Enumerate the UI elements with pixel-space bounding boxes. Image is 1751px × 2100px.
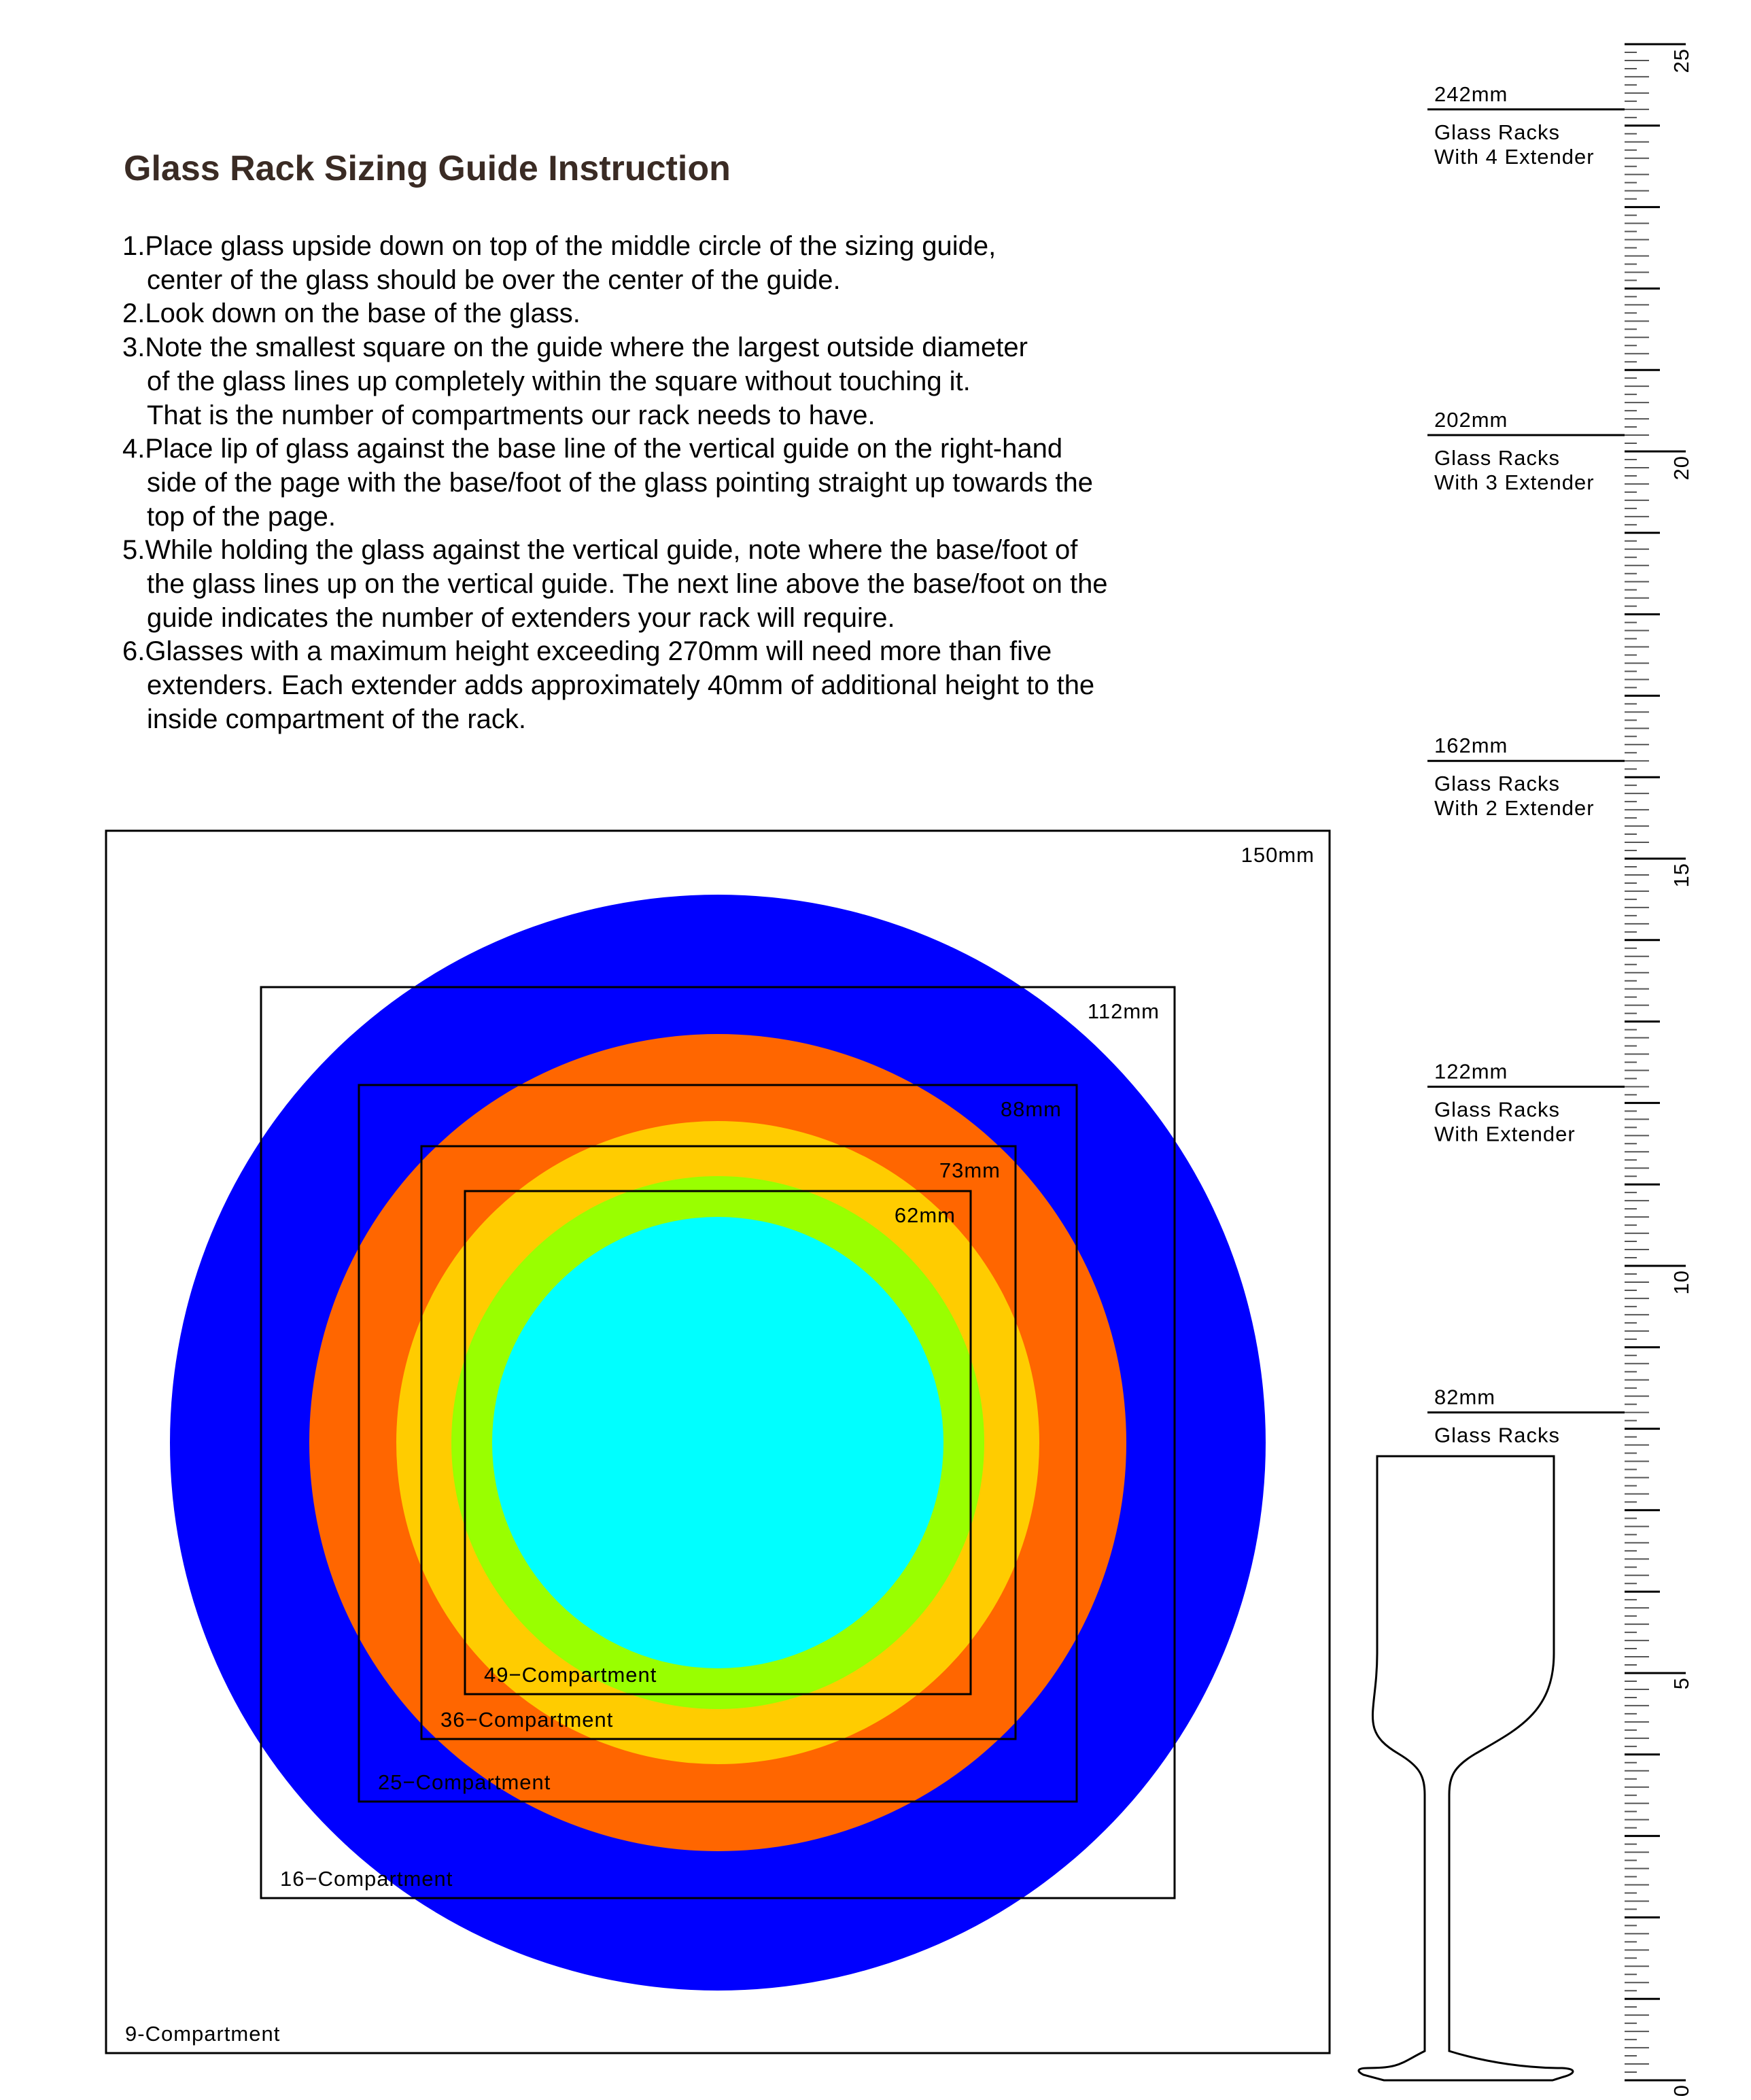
page-title: Glass Rack Sizing Guide Instruction bbox=[124, 149, 731, 188]
square-size-label: 88mm bbox=[1001, 1097, 1062, 1121]
instruction-step: 2.Look down on the base of the glass. bbox=[122, 297, 1108, 331]
compartment-square bbox=[464, 1190, 972, 1696]
compartment-square bbox=[260, 986, 1176, 1899]
compartment-square bbox=[420, 1145, 1017, 1740]
square-size-label: 150mm bbox=[1241, 843, 1315, 867]
instruction-line: 1.Place glass upside down on top of the … bbox=[122, 231, 996, 261]
compartment-square bbox=[358, 1084, 1078, 1803]
square-size-label: 112mm bbox=[1088, 999, 1160, 1023]
ruler-label: 0 bbox=[1669, 2084, 1693, 2097]
instruction-line: extenders. Each extender adds approximat… bbox=[147, 670, 1095, 701]
instruction-step: 4.Place lip of glass against the base li… bbox=[122, 432, 1108, 534]
square-size-label: 73mm bbox=[939, 1158, 1001, 1182]
height-mark-label: With 2 Extender bbox=[1434, 796, 1595, 820]
compartment-label: 16−Compartment bbox=[280, 1867, 453, 1891]
height-mark-label: With Extender bbox=[1434, 1122, 1576, 1146]
ruler-label: 5 bbox=[1669, 1677, 1693, 1689]
instruction-line: 4.Place lip of glass against the base li… bbox=[122, 434, 1063, 464]
instruction-line: center of the glass should be over the c… bbox=[147, 264, 841, 295]
wine-glass-icon bbox=[1357, 1455, 1574, 2082]
instructions-list: 1.Place glass upside down on top of the … bbox=[122, 230, 1108, 737]
instruction-step: 1.Place glass upside down on top of the … bbox=[122, 230, 1108, 297]
height-mark-label: With 3 Extender bbox=[1434, 470, 1595, 494]
instruction-line: 3.Note the smallest square on the guide … bbox=[122, 332, 1028, 363]
height-mark-value: 82mm bbox=[1434, 1385, 1495, 1409]
instruction-line: of the glass lines up completely within … bbox=[147, 366, 971, 396]
instruction-step: 6.Glasses with a maximum height exceedin… bbox=[122, 635, 1108, 736]
height-mark-value: 122mm bbox=[1434, 1059, 1508, 1083]
height-mark-label: Glass Racks bbox=[1434, 772, 1560, 795]
height-mark-label: Glass Racks bbox=[1434, 1097, 1560, 1121]
instruction-line: guide indicates the number of extenders … bbox=[147, 602, 895, 633]
guide-circle bbox=[492, 1217, 943, 1668]
instruction-line: side of the page with the base/foot of t… bbox=[147, 467, 1094, 498]
ruler-label: 20 bbox=[1669, 455, 1693, 480]
height-mark-value: 242mm bbox=[1434, 82, 1508, 106]
compartment-label: 36−Compartment bbox=[440, 1708, 613, 1732]
height-mark-label: With 4 Extender bbox=[1434, 145, 1595, 169]
instruction-line: 6.Glasses with a maximum height exceedin… bbox=[122, 636, 1052, 667]
ruler-label: 10 bbox=[1669, 1270, 1693, 1294]
height-mark-label: Glass Racks bbox=[1434, 446, 1560, 470]
height-mark-label: Glass Racks bbox=[1434, 120, 1560, 144]
square-size-label: 62mm bbox=[895, 1203, 956, 1227]
ruler-label: 15 bbox=[1669, 863, 1693, 887]
instruction-step: 3.Note the smallest square on the guide … bbox=[122, 331, 1108, 432]
compartment-label: 9-Compartment bbox=[125, 2022, 280, 2046]
ruler-label: 25 bbox=[1669, 48, 1693, 73]
instruction-line: That is the number of compartments our r… bbox=[147, 400, 876, 430]
compartment-label: 49−Compartment bbox=[484, 1663, 657, 1687]
height-mark-value: 162mm bbox=[1434, 734, 1508, 757]
instruction-line: the glass lines up on the vertical guide… bbox=[147, 569, 1108, 600]
instruction-line: 2.Look down on the base of the glass. bbox=[122, 298, 580, 329]
instruction-line: inside compartment of the rack. bbox=[147, 704, 527, 734]
compartment-label: 25−Compartment bbox=[378, 1770, 551, 1794]
instruction-line: top of the page. bbox=[147, 501, 336, 532]
height-mark-label: Glass Racks bbox=[1434, 1424, 1560, 1447]
compartment-square bbox=[105, 829, 1331, 2054]
instruction-line: 5.While holding the glass against the ve… bbox=[122, 535, 1078, 566]
height-mark-value: 202mm bbox=[1434, 408, 1508, 432]
instruction-step: 5.While holding the glass against the ve… bbox=[122, 534, 1108, 635]
